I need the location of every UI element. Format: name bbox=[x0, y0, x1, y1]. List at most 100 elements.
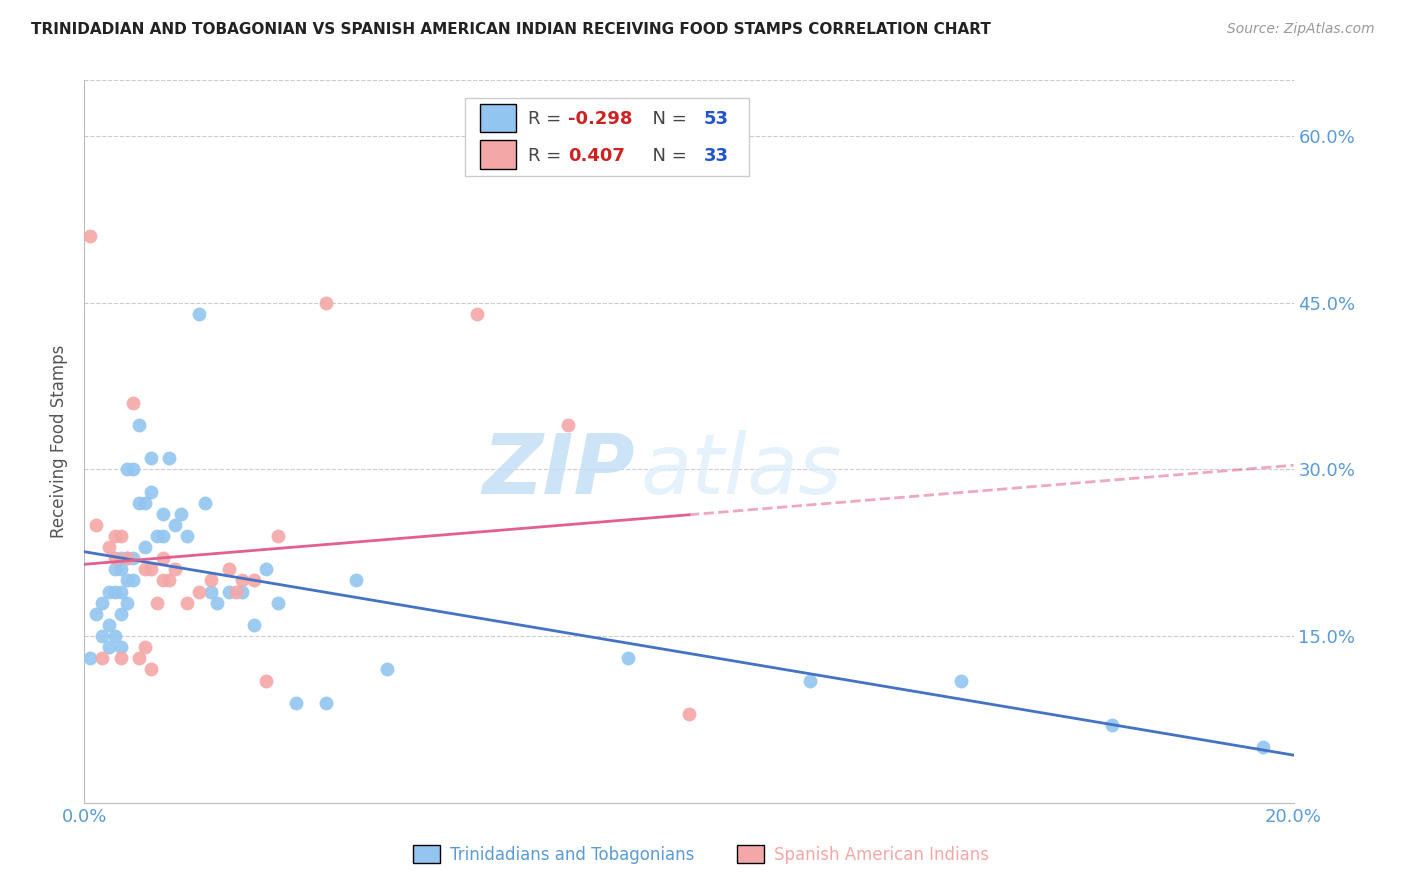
Point bbox=[121, 551, 143, 566]
Point bbox=[146, 596, 169, 610]
Point bbox=[79, 228, 101, 243]
Text: R =: R = bbox=[529, 111, 567, 128]
Point bbox=[315, 696, 337, 710]
Point bbox=[267, 596, 290, 610]
Point bbox=[121, 574, 143, 588]
Text: N =: N = bbox=[641, 147, 692, 165]
Point bbox=[91, 651, 114, 665]
Point bbox=[194, 496, 217, 510]
Point bbox=[242, 574, 264, 588]
Text: atlas: atlas bbox=[641, 430, 842, 511]
Point bbox=[128, 651, 150, 665]
Point bbox=[86, 607, 108, 621]
Point bbox=[315, 295, 337, 310]
Point bbox=[157, 574, 180, 588]
Point bbox=[152, 574, 174, 588]
Point bbox=[176, 596, 198, 610]
Text: 0.407: 0.407 bbox=[568, 147, 624, 165]
Point bbox=[267, 529, 290, 543]
Point bbox=[104, 529, 127, 543]
FancyBboxPatch shape bbox=[465, 97, 749, 176]
Point bbox=[1101, 718, 1123, 732]
Point bbox=[97, 584, 120, 599]
FancyBboxPatch shape bbox=[479, 140, 516, 169]
Point bbox=[134, 540, 156, 554]
Point bbox=[218, 584, 240, 599]
Point bbox=[139, 562, 162, 576]
Point bbox=[86, 517, 108, 532]
Point bbox=[254, 673, 277, 688]
Point bbox=[104, 562, 127, 576]
Point bbox=[91, 629, 114, 643]
Point bbox=[110, 551, 132, 566]
Point bbox=[152, 507, 174, 521]
Point bbox=[134, 496, 156, 510]
Point bbox=[134, 562, 156, 576]
Text: 33: 33 bbox=[703, 147, 728, 165]
Point bbox=[104, 551, 127, 566]
Text: ZIP: ZIP bbox=[482, 430, 634, 511]
Point bbox=[97, 640, 120, 655]
Point bbox=[104, 629, 127, 643]
Point bbox=[121, 395, 143, 409]
Point bbox=[176, 529, 198, 543]
Point bbox=[467, 307, 489, 321]
Point bbox=[128, 496, 150, 510]
Point bbox=[231, 574, 253, 588]
Point bbox=[79, 651, 101, 665]
Text: Trinidadians and Tobagonians: Trinidadians and Tobagonians bbox=[450, 846, 695, 863]
Text: R =: R = bbox=[529, 147, 572, 165]
Point bbox=[218, 562, 240, 576]
Point bbox=[152, 551, 174, 566]
Point bbox=[207, 596, 229, 610]
Point bbox=[152, 529, 174, 543]
Point bbox=[242, 618, 264, 632]
Point bbox=[104, 584, 127, 599]
Point bbox=[165, 517, 187, 532]
Point bbox=[97, 618, 120, 632]
Text: Spanish American Indians: Spanish American Indians bbox=[773, 846, 988, 863]
Point bbox=[115, 551, 138, 566]
Point bbox=[799, 673, 821, 688]
Point bbox=[110, 584, 132, 599]
Point bbox=[375, 662, 398, 676]
Point bbox=[139, 451, 162, 466]
Point bbox=[134, 640, 156, 655]
Point bbox=[678, 706, 700, 721]
Point bbox=[128, 417, 150, 432]
Point bbox=[285, 696, 308, 710]
FancyBboxPatch shape bbox=[479, 103, 516, 133]
FancyBboxPatch shape bbox=[737, 845, 763, 863]
Text: Source: ZipAtlas.com: Source: ZipAtlas.com bbox=[1227, 22, 1375, 37]
Point bbox=[115, 551, 138, 566]
Point bbox=[97, 540, 120, 554]
Text: -0.298: -0.298 bbox=[568, 111, 633, 128]
Point bbox=[121, 462, 143, 476]
Text: 53: 53 bbox=[703, 111, 728, 128]
Point bbox=[200, 574, 222, 588]
Point bbox=[110, 651, 132, 665]
Point bbox=[200, 584, 222, 599]
Point bbox=[139, 484, 162, 499]
Point bbox=[110, 640, 132, 655]
Point bbox=[170, 507, 193, 521]
Point bbox=[110, 607, 132, 621]
Point bbox=[950, 673, 973, 688]
Point bbox=[146, 529, 169, 543]
Point bbox=[1253, 740, 1275, 755]
Y-axis label: Receiving Food Stamps: Receiving Food Stamps bbox=[51, 345, 69, 538]
Point bbox=[115, 462, 138, 476]
Point bbox=[139, 662, 162, 676]
Point bbox=[165, 562, 187, 576]
Point bbox=[188, 584, 211, 599]
Point bbox=[557, 417, 579, 432]
Text: N =: N = bbox=[641, 111, 692, 128]
Point bbox=[115, 574, 138, 588]
Point bbox=[110, 529, 132, 543]
Point bbox=[91, 596, 114, 610]
Point bbox=[115, 596, 138, 610]
Point bbox=[225, 584, 247, 599]
Point bbox=[346, 574, 368, 588]
Point bbox=[188, 307, 211, 321]
Text: TRINIDADIAN AND TOBAGONIAN VS SPANISH AMERICAN INDIAN RECEIVING FOOD STAMPS CORR: TRINIDADIAN AND TOBAGONIAN VS SPANISH AM… bbox=[31, 22, 991, 37]
